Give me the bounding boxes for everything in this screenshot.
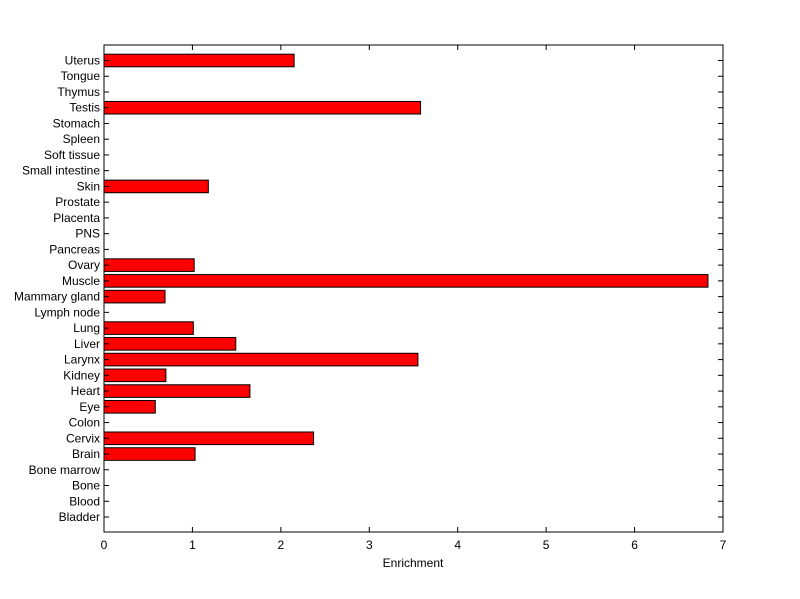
bar-kidney: [103, 368, 167, 383]
y-tick-label-colon: Colon: [69, 416, 100, 430]
x-tick-label: 3: [366, 538, 373, 552]
bar-muscle: [103, 274, 709, 288]
y-tick-label-bladder: Bladder: [59, 510, 100, 524]
y-tick-label-heart: Heart: [71, 384, 101, 398]
y-tick-label-small-intestine: Small intestine: [22, 164, 100, 178]
bar-larynx: [103, 352, 419, 367]
x-tick-label: 0: [101, 538, 108, 552]
y-tick-label-bone-marrow: Bone marrow: [29, 463, 101, 477]
y-tick-label-placenta: Placenta: [53, 211, 100, 225]
y-tick-label-kidney: Kidney: [63, 368, 100, 382]
x-tick-label: 4: [454, 538, 461, 552]
y-tick-label-soft-tissue: Soft tissue: [44, 148, 100, 162]
bar-testis: [103, 100, 422, 115]
y-tick-label-prostate: Prostate: [55, 195, 100, 209]
ticks-layer: [103, 45, 724, 532]
y-tick-label-tongue: Tongue: [61, 69, 101, 83]
bar-brain: [103, 447, 196, 461]
bar-cervix: [103, 431, 315, 446]
x-tick-label: 7: [720, 538, 727, 552]
bar-mammary-gland: [103, 289, 166, 304]
y-tick-label-muscle: Muscle: [62, 274, 100, 288]
y-tick-label-lung: Lung: [73, 321, 100, 335]
x-tick-label: 2: [278, 538, 285, 552]
y-tick-label-brain: Brain: [72, 447, 100, 461]
x-tick-label: 5: [543, 538, 550, 552]
bar-lung: [103, 321, 194, 335]
bar-uterus: [103, 53, 295, 68]
plot-frame: [103, 44, 724, 533]
bar-skin: [103, 179, 209, 194]
y-tick-label-ovary: Ovary: [68, 258, 100, 272]
y-tick-label-thymus: Thymus: [57, 85, 100, 99]
y-tick-label-cervix: Cervix: [66, 431, 100, 445]
bar-liver: [103, 337, 237, 351]
y-tick-label-blood: Blood: [69, 494, 100, 508]
x-tick-label: 6: [631, 538, 638, 552]
y-tick-label-stomach: Stomach: [53, 116, 100, 130]
x-tick-label: 1: [189, 538, 196, 552]
y-tick-label-testis: Testis: [69, 101, 100, 115]
y-tick-label-larynx: Larynx: [64, 353, 100, 367]
y-tick-label-uterus: Uterus: [65, 54, 100, 68]
bars-layer: [103, 53, 709, 461]
bar-eye: [103, 400, 156, 414]
y-tick-label-bone: Bone: [72, 479, 100, 493]
x-axis-label: Enrichment: [383, 556, 444, 570]
y-tick-label-lymph-node: Lymph node: [34, 305, 100, 319]
y-tick-label-mammary-gland: Mammary gland: [14, 290, 100, 304]
y-tick-label-pns: PNS: [75, 227, 100, 241]
bar-heart: [103, 384, 251, 398]
y-tick-label-eye: Eye: [79, 400, 100, 414]
y-tick-label-spleen: Spleen: [63, 132, 100, 146]
y-tick-label-pancreas: Pancreas: [49, 242, 100, 256]
y-tick-label-liver: Liver: [74, 337, 100, 351]
y-tick-label-skin: Skin: [77, 179, 100, 193]
bar-ovary: [103, 258, 195, 272]
